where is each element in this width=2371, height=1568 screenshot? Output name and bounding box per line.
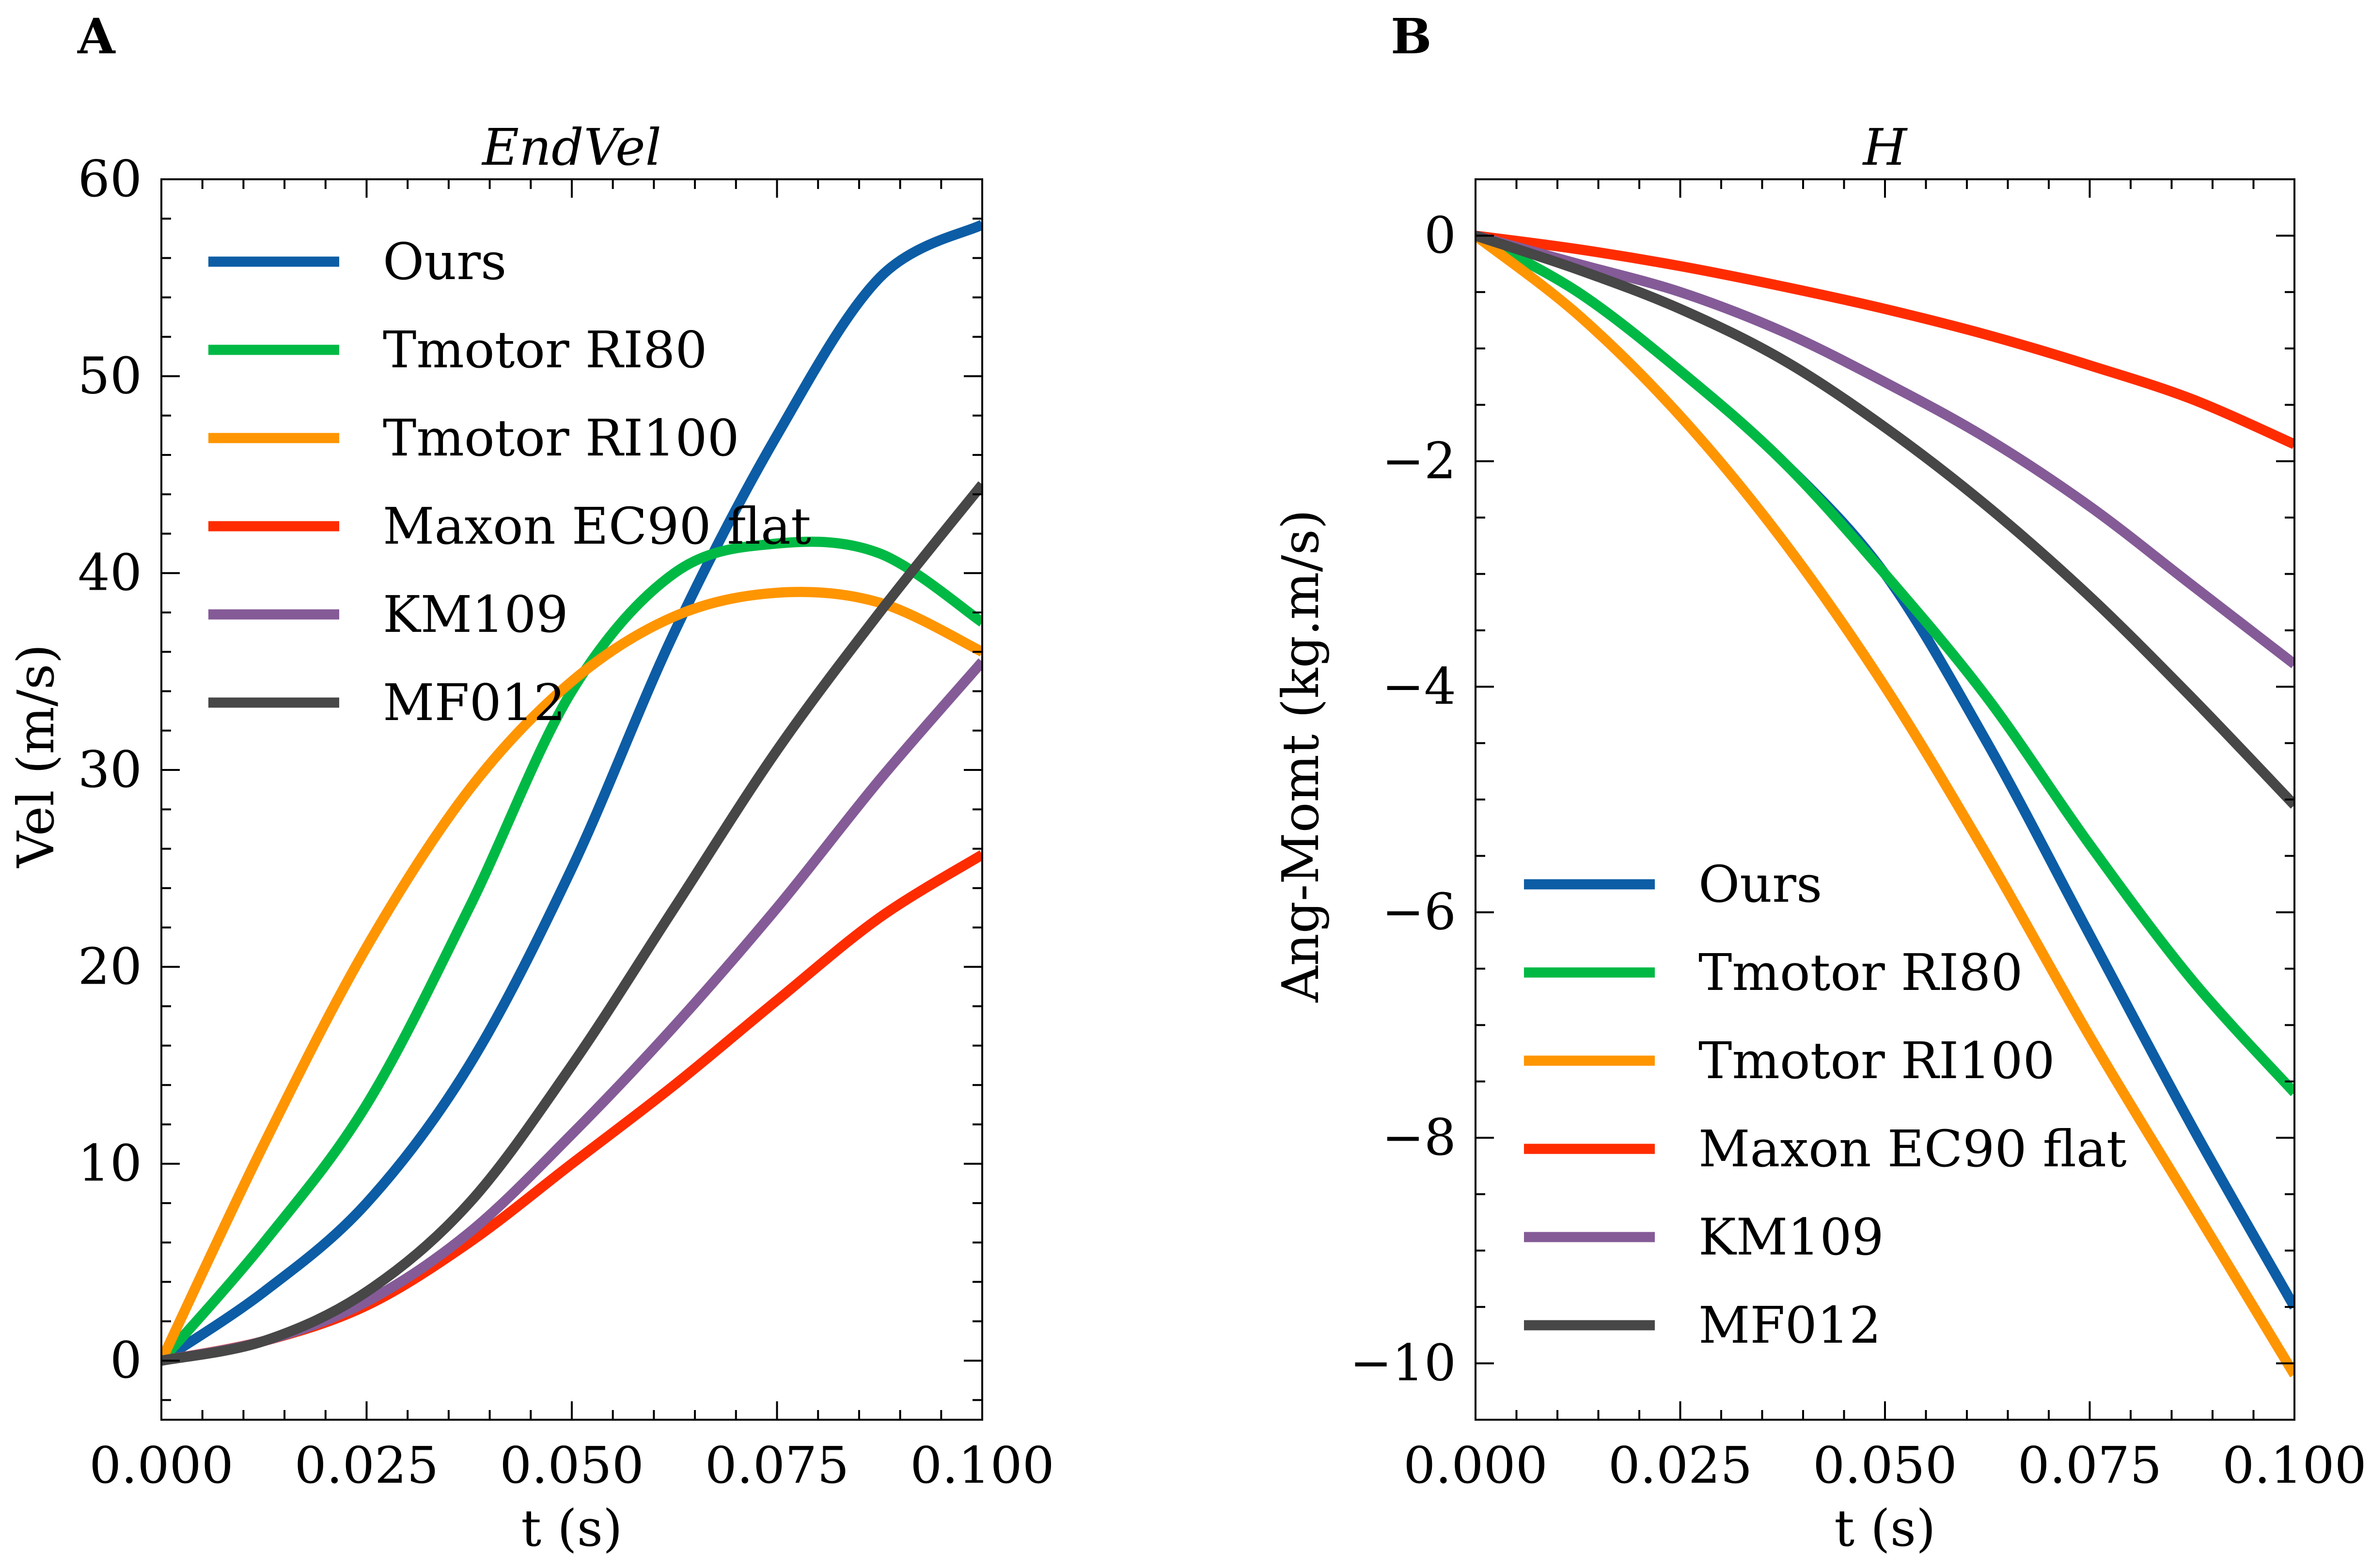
series-line-b-tmotor-ri80: [1476, 231, 2294, 1097]
x-tick-label-a: 0.025: [295, 1436, 439, 1495]
series-line-a-mf012: [161, 481, 982, 1366]
y-tick-label-a: 20: [78, 937, 142, 996]
series-line-a-tmotor-ri100: [161, 587, 982, 1363]
y-tick-label-a: 40: [78, 543, 142, 602]
panel-b: B H t (s) Ang-Momt (kg.m/s) 0.000 0.025 0.…: [1271, 8, 2367, 1558]
y-tick-label-b: 0: [1424, 205, 1456, 265]
x-tick-label-a: 0.075: [705, 1436, 849, 1495]
y-tick-label-a: 0: [110, 1331, 142, 1390]
y-tick-label-b: −4: [1382, 657, 1456, 716]
x-axis-label-a: t (s): [521, 1499, 622, 1558]
series-line-b-maxon-ec90-flat: [1476, 230, 2294, 449]
legend-label-a-ours: Ours: [383, 232, 506, 291]
legend-label-a-km109: KM109: [383, 585, 568, 644]
x-tick-label-a: 0.100: [910, 1436, 1054, 1495]
y-tick-label-b: −10: [1350, 1333, 1456, 1393]
legend-label-b-ours: Ours: [1698, 855, 1822, 914]
panel-a: A EndVel t (s) Vel (m/s) 0.000 0.025 0.050…: [6, 8, 1054, 1558]
x-tick-label-a: 0.000: [89, 1436, 234, 1495]
x-tick-label-b: 0.050: [1813, 1436, 1957, 1495]
y-tick-label-a: 60: [78, 149, 142, 208]
legend-label-a-mf012: MF012: [383, 673, 565, 732]
chart-title-b: H: [1862, 118, 1908, 177]
series-group-b: [1476, 230, 2294, 1378]
series-line-a-tmotor-ri80: [161, 536, 982, 1364]
series-line-a-ours: [161, 220, 982, 1365]
legend-label-a-tmotor-ri100: Tmotor RI100: [383, 408, 739, 468]
panel-letter-a: A: [77, 8, 116, 65]
series-line-b-tmotor-ri100: [1476, 232, 2294, 1378]
legend-label-b-tmotor-ri100: Tmotor RI100: [1698, 1031, 2055, 1090]
legend-label-b-km109: KM109: [1698, 1207, 1884, 1267]
y-tick-label-b: −2: [1382, 431, 1456, 490]
y-tick-label-a: 50: [78, 346, 142, 405]
x-tick-label-b: 0.000: [1403, 1436, 1548, 1495]
series-group-a: [161, 220, 982, 1366]
y-tick-label-b: −6: [1382, 882, 1456, 941]
legend-label-a-maxon-ec90-flat: Maxon EC90 flat: [383, 497, 811, 556]
legend-b: Ours Tmotor RI80 Tmotor RI100 Maxon EC90 fl…: [1524, 855, 2127, 1355]
legend-label-b-maxon-ec90-flat: Maxon EC90 flat: [1698, 1119, 2127, 1178]
series-line-a-km109: [161, 658, 982, 1366]
x-tick-label-a: 0.050: [500, 1436, 644, 1495]
x-tick-label-b: 0.025: [1608, 1436, 1753, 1495]
legend-label-a-tmotor-ri80: Tmotor RI80: [383, 320, 707, 379]
panel-letter-b: B: [1391, 8, 1432, 65]
x-axis-label-b: t (s): [1834, 1499, 1935, 1558]
y-tick-label-b: −8: [1382, 1108, 1456, 1167]
y-axis-label-b: Ang-Momt (kg.m/s): [1271, 509, 1330, 1003]
y-tick-label-a: 10: [78, 1134, 142, 1193]
y-tick-label-a: 30: [78, 740, 142, 799]
series-line-b-mf012: [1476, 231, 2294, 809]
y-axis-label-a: Vel (m/s): [6, 644, 65, 869]
x-tick-label-b: 0.100: [2222, 1436, 2367, 1495]
legend-label-b-tmotor-ri80: Tmotor RI80: [1698, 943, 2023, 1002]
x-tick-label-b: 0.075: [2018, 1436, 2162, 1495]
legend-a: Ours Tmotor RI80 Tmotor RI100 Maxon EC90 fl…: [208, 232, 811, 732]
chart-title-a: EndVel: [481, 118, 661, 177]
series-line-b-km109: [1476, 231, 2294, 669]
legend-label-b-mf012: MF012: [1698, 1296, 1881, 1355]
